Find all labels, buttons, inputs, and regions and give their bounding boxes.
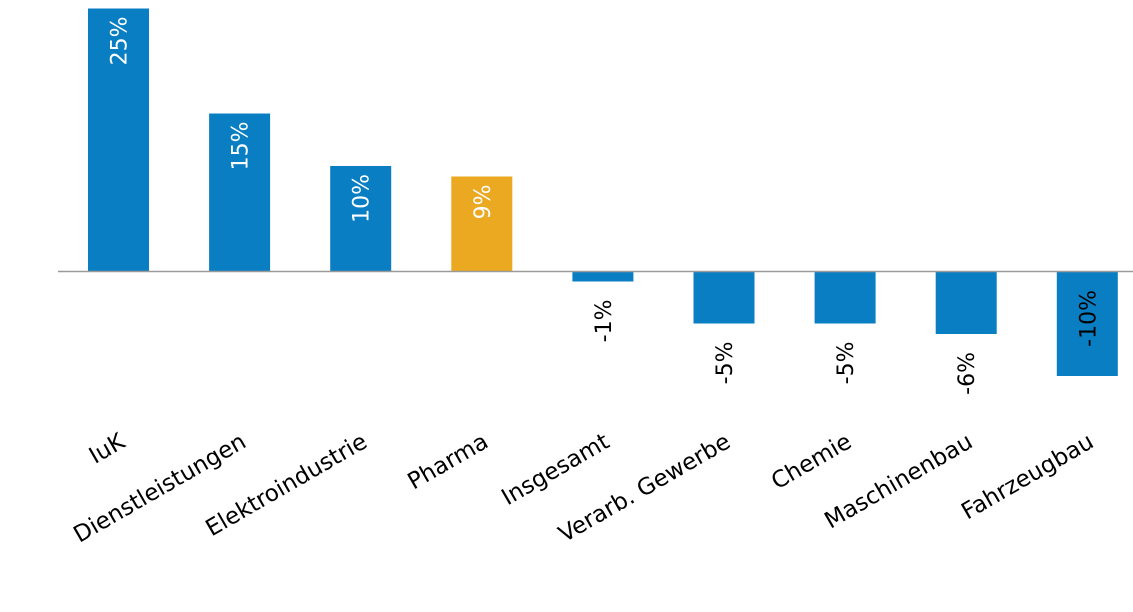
bar-dienstleistungen — [209, 113, 271, 271]
bar-pharma — [451, 176, 513, 271]
category-label-pharma: Pharma — [404, 429, 493, 496]
bar-iuk — [88, 8, 149, 271]
category-label-insgesamt: Insgesamt — [497, 429, 614, 511]
category-label-iuk: IuK — [85, 428, 130, 469]
value-label-fahrzeugbau: -10% — [1076, 290, 1101, 347]
bar-elektroindustrie — [330, 166, 392, 271]
bar-fahrzeugbau — [1056, 271, 1118, 376]
value-label-verarb-gewerbe: -5% — [713, 342, 738, 385]
bars-group — [88, 8, 1118, 376]
value-label-maschinenbau: -6% — [955, 352, 980, 395]
bar-verarb-gewerbe — [693, 271, 755, 324]
value-label-pharma: 9% — [471, 185, 496, 220]
bar-maschinenbau — [935, 271, 997, 334]
bar-insgesamt — [572, 271, 634, 282]
value-label-chemie: -5% — [834, 342, 859, 385]
bar-chemie — [814, 271, 876, 324]
value-label-insgesamt: -1% — [592, 300, 617, 343]
category-label-fahrzeugbau: Fahrzeugbau — [957, 429, 1098, 525]
value-label-elektroindustrie: 10% — [350, 174, 375, 223]
category-label-chemie: Chemie — [767, 429, 856, 495]
value-label-iuk: 25% — [108, 17, 133, 66]
value-labels-group: 25% 15% 10% 9% -1% -5% -5% -6% -10% — [108, 17, 1102, 395]
value-label-dienstleistungen: 15% — [229, 122, 254, 171]
